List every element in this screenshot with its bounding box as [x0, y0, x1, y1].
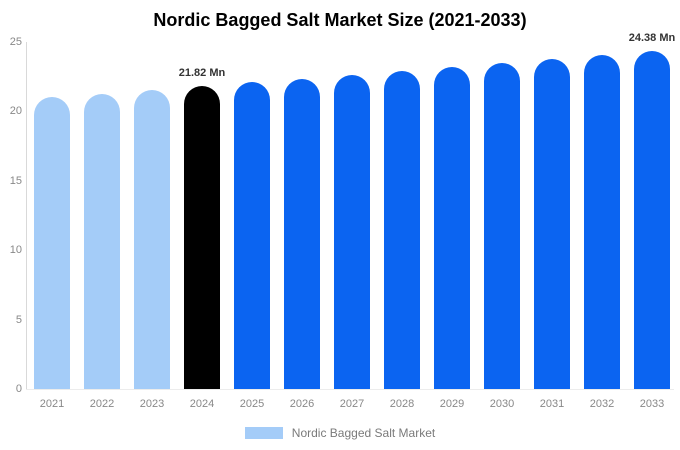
bar-2025[interactable]: [234, 82, 270, 389]
chart-title: Nordic Bagged Salt Market Size (2021-203…: [153, 10, 527, 30]
bar-2022[interactable]: [84, 93, 120, 389]
x-tick-label-2032: 2032: [589, 398, 615, 410]
bar-2028[interactable]: [384, 70, 420, 389]
bar-2027[interactable]: [334, 74, 370, 389]
y-axis-line: [26, 42, 27, 389]
bar-value-label-2024: 21.82 Mn: [178, 67, 226, 80]
legend-label: Nordic Bagged Salt Market: [291, 426, 436, 440]
x-tick-label-2022: 2022: [89, 398, 115, 410]
x-axis-line: [26, 389, 674, 390]
x-tick-label-2028: 2028: [389, 398, 415, 410]
bar-2033[interactable]: [634, 50, 670, 389]
x-tick-label-2025: 2025: [239, 398, 265, 410]
legend: Nordic Bagged Salt Market: [0, 426, 680, 440]
bar-2021[interactable]: [34, 97, 70, 389]
bar-2023[interactable]: [134, 89, 170, 389]
x-tick-label-2027: 2027: [339, 398, 365, 410]
y-tick-label-0: 0: [15, 383, 22, 395]
x-tick-label-2030: 2030: [489, 398, 515, 410]
y-tick-label-15: 15: [9, 174, 22, 187]
bar-2032[interactable]: [584, 54, 620, 389]
y-tick-label-25: 25: [9, 36, 22, 48]
x-tick-label-2024: 2024: [189, 398, 215, 410]
bar-2026[interactable]: [284, 78, 320, 389]
x-tick-label-2023: 2023: [139, 398, 165, 410]
y-tick-label-20: 20: [9, 105, 22, 118]
x-tick-label-2033: 2033: [639, 398, 665, 410]
x-tick-label-2031: 2031: [539, 398, 565, 410]
bar-2024[interactable]: [184, 86, 220, 389]
bar-2029[interactable]: [434, 67, 470, 389]
bar-value-label-2033: 24.38 Mn: [628, 31, 676, 44]
legend-item[interactable]: Nordic Bagged Salt Market: [244, 426, 436, 440]
x-tick-label-2026: 2026: [289, 398, 315, 410]
bar-2031[interactable]: [534, 58, 570, 389]
legend-swatch: [244, 427, 283, 439]
y-tick-label-5: 5: [15, 313, 22, 326]
bar-2030[interactable]: [484, 63, 520, 389]
x-tick-label-2021: 2021: [39, 398, 65, 410]
x-tick-label-2029: 2029: [439, 398, 465, 410]
y-tick-label-10: 10: [9, 244, 22, 257]
plot-area: [26, 42, 674, 389]
